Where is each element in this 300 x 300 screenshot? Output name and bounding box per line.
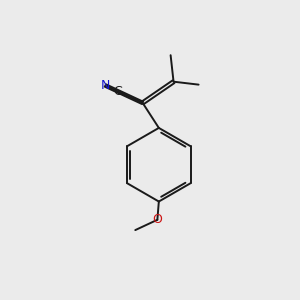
Text: N: N xyxy=(100,79,110,92)
Text: C: C xyxy=(113,85,122,98)
Text: O: O xyxy=(152,213,162,226)
